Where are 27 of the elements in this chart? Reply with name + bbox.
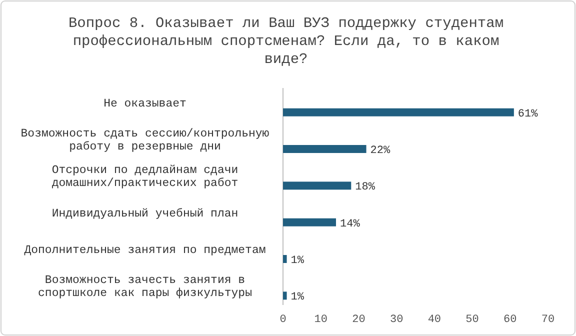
data-label: 18%	[355, 182, 376, 194]
bar	[283, 182, 352, 190]
y-tick-label: Индивидуальный учебный план	[52, 207, 238, 220]
bar	[283, 255, 287, 263]
data-label: 22%	[370, 145, 390, 157]
x-tick-label: 10	[314, 314, 328, 326]
bar	[283, 108, 514, 116]
y-tick-label: Дополнительные занятия по предметам	[24, 244, 266, 257]
y-tick-label: Возможность зачесть занятия в спортшколе как пары физкультуры	[38, 274, 252, 300]
x-tick-label: 30	[390, 314, 404, 326]
x-tick-label: 60	[504, 314, 517, 326]
x-tick-label: 70	[541, 314, 555, 326]
x-tick-label: 40	[428, 314, 442, 326]
x-tick-label: 50	[466, 314, 479, 326]
data-label: 1%	[290, 292, 304, 304]
bar	[283, 292, 287, 300]
bar	[283, 218, 336, 226]
x-tick-label: 20	[352, 314, 366, 326]
y-tick-label: Отсрочки по дедлайнам сдачи домашних/практических работ	[52, 164, 238, 190]
data-label: 14%	[340, 218, 360, 230]
chart-title: Вопрос 8. Оказывает ли Ваш ВУЗ поддержку студентам профессиональным спортсменам? Если да, то в каком виде?	[68, 16, 504, 68]
bar	[283, 145, 366, 153]
x-tick-label: 0	[280, 314, 286, 326]
data-label: 1%	[290, 255, 304, 267]
y-tick-label: Не оказывает	[104, 97, 186, 110]
y-tick-label: Возможность сдать сессию/контрольную работу в резервные дни	[20, 128, 270, 154]
data-label: 61%	[518, 108, 538, 120]
